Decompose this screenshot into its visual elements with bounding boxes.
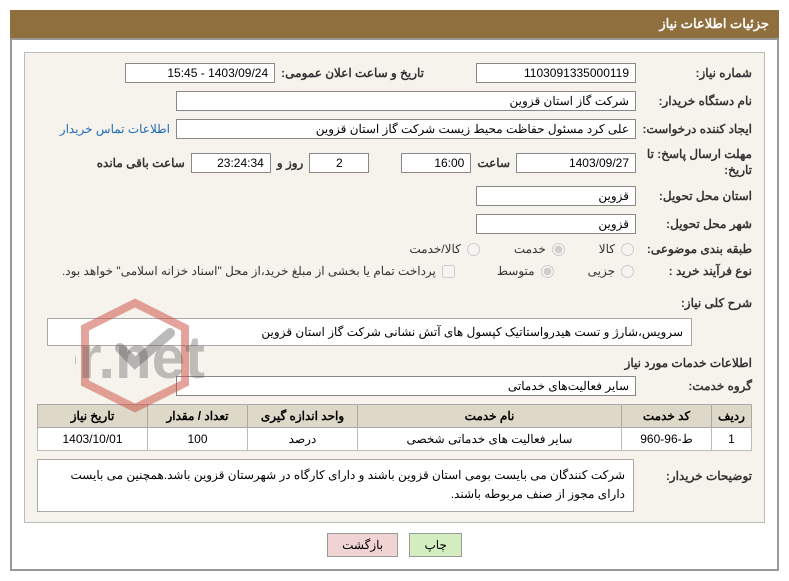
th-qty: تعداد / مقدار [148, 405, 248, 428]
page-title: جزئیات اطلاعات نیاز [659, 16, 769, 31]
back-button[interactable]: بازگشت [327, 533, 398, 557]
radio-goods[interactable] [621, 243, 634, 256]
overview-text: سرویس،شارژ و تست هیدرواستاتیک کپسول های … [47, 318, 692, 346]
process-minor[interactable]: جزیی [588, 264, 636, 278]
countdown: 23:24:34 [191, 153, 271, 173]
th-unit: واحد اندازه گیری [248, 405, 358, 428]
remain-label: ساعت باقی مانده [97, 156, 185, 170]
category-goods[interactable]: کالا [599, 242, 636, 256]
requester-label: ایجاد کننده درخواست: [642, 122, 752, 136]
th-name: نام خدمت [358, 405, 622, 428]
category-both[interactable]: کالا/خدمت [409, 242, 481, 256]
radio-both[interactable] [467, 243, 480, 256]
overview-label: شرح کلی نیاز: [642, 296, 752, 310]
outer-frame: شماره نیاز: 1103091335000119 تاریخ و ساع… [10, 38, 779, 571]
th-row: ردیف [712, 405, 752, 428]
cell-code: ط-96-960 [622, 428, 712, 451]
services-section-title: اطلاعات خدمات مورد نیاز [37, 356, 752, 370]
deadline-label: مهلت ارسال پاسخ: تا تاریخ: [642, 147, 752, 178]
buyer-notes-label: توضیحات خریدار: [642, 459, 752, 483]
print-button[interactable]: چاپ [409, 533, 461, 557]
need-number-value: 1103091335000119 [476, 63, 636, 83]
category-label: طبقه بندی موضوعی: [642, 242, 752, 256]
button-row: چاپ بازگشت [24, 533, 765, 557]
table-row: 1 ط-96-960 سایر فعالیت های خدماتی شخصی د… [38, 428, 752, 451]
cell-row: 1 [712, 428, 752, 451]
payment-note: پرداخت تمام یا بخشی از مبلغ خرید،از محل … [62, 264, 436, 278]
buyer-label: نام دستگاه خریدار: [642, 94, 752, 108]
services-table: ردیف کد خدمت نام خدمت واحد اندازه گیری ت… [37, 404, 752, 451]
days-label: روز و [277, 156, 304, 170]
table-header-row: ردیف کد خدمت نام خدمت واحد اندازه گیری ت… [38, 405, 752, 428]
details-panel: شماره نیاز: 1103091335000119 تاریخ و ساع… [24, 52, 765, 523]
announce-value: 1403/09/24 - 15:45 [125, 63, 275, 83]
service-group-value: سایر فعالیت‌های خدماتی [176, 376, 636, 396]
time-label: ساعت [477, 156, 510, 170]
category-service[interactable]: خدمت [514, 242, 567, 256]
province-label: استان محل تحویل: [642, 189, 752, 203]
need-number-label: شماره نیاز: [642, 66, 752, 80]
radio-minor[interactable] [621, 265, 634, 278]
radio-service[interactable] [552, 243, 565, 256]
process-label: نوع فرآیند خرید : [642, 264, 752, 278]
province-value: قزوین [476, 186, 636, 206]
city-label: شهر محل تحویل: [642, 217, 752, 231]
deadline-time: 16:00 [401, 153, 471, 173]
th-code: کد خدمت [622, 405, 712, 428]
requester-value: علی کرد مسئول حفاظت محیط زیست شرکت گاز ا… [176, 119, 636, 139]
cell-qty: 100 [148, 428, 248, 451]
process-medium[interactable]: متوسط [497, 264, 556, 278]
page-header: جزئیات اطلاعات نیاز [10, 10, 779, 38]
announce-label: تاریخ و ساعت اعلان عمومی: [281, 66, 424, 80]
buyer-contact-link[interactable]: اطلاعات تماس خریدار [60, 122, 170, 136]
buyer-value: شرکت گاز استان قزوین [176, 91, 636, 111]
cell-name: سایر فعالیت های خدماتی شخصی [358, 428, 622, 451]
city-value: قزوین [476, 214, 636, 234]
cell-date: 1403/10/01 [38, 428, 148, 451]
deadline-date: 1403/09/27 [516, 153, 636, 173]
days-remaining: 2 [309, 153, 369, 173]
service-group-label: گروه خدمت: [642, 379, 752, 393]
radio-medium[interactable] [541, 265, 554, 278]
buyer-notes-text: شرکت کنندگان می بایست بومی استان قزوین ب… [37, 459, 634, 511]
treasury-checkbox[interactable] [442, 265, 455, 278]
cell-unit: درصد [248, 428, 358, 451]
th-date: تاریخ نیاز [38, 405, 148, 428]
